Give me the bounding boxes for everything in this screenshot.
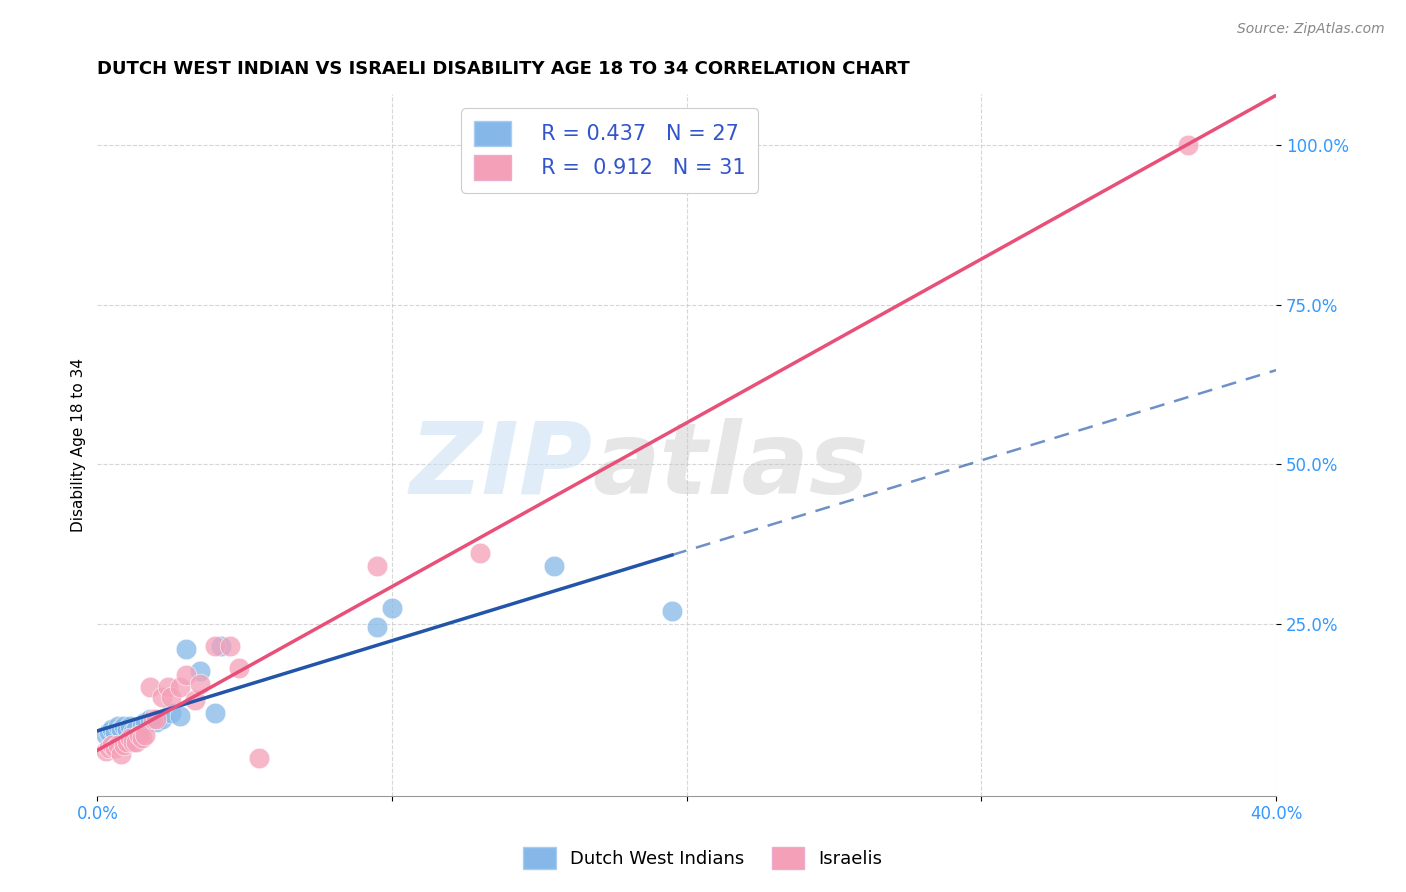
Point bbox=[145, 715, 167, 730]
Point bbox=[661, 604, 683, 618]
Point bbox=[101, 738, 124, 752]
Point bbox=[128, 728, 150, 742]
Point bbox=[139, 712, 162, 726]
Point bbox=[96, 728, 118, 742]
Point bbox=[124, 734, 146, 748]
Y-axis label: Disability Age 18 to 34: Disability Age 18 to 34 bbox=[72, 358, 86, 533]
Point bbox=[543, 559, 565, 574]
Point bbox=[121, 734, 143, 748]
Point bbox=[134, 728, 156, 742]
Point bbox=[150, 690, 173, 704]
Text: Source: ZipAtlas.com: Source: ZipAtlas.com bbox=[1237, 22, 1385, 37]
Point bbox=[131, 731, 153, 746]
Point bbox=[183, 693, 205, 707]
Point bbox=[104, 740, 127, 755]
Point bbox=[128, 728, 150, 742]
Point bbox=[134, 715, 156, 730]
Point bbox=[150, 712, 173, 726]
Point bbox=[228, 661, 250, 675]
Point bbox=[160, 706, 183, 720]
Point bbox=[366, 559, 388, 574]
Point bbox=[249, 750, 271, 764]
Point bbox=[101, 722, 124, 736]
Point bbox=[124, 722, 146, 736]
Point bbox=[115, 722, 138, 736]
Point bbox=[96, 744, 118, 758]
Point bbox=[366, 620, 388, 634]
Point bbox=[98, 725, 121, 739]
Point bbox=[112, 738, 135, 752]
Point bbox=[118, 731, 141, 746]
Point bbox=[209, 639, 232, 653]
Point bbox=[121, 725, 143, 739]
Point bbox=[157, 681, 180, 695]
Legend:   R = 0.437   N = 27,   R =  0.912   N = 31: R = 0.437 N = 27, R = 0.912 N = 31 bbox=[461, 108, 758, 193]
Text: ZIP: ZIP bbox=[409, 417, 592, 515]
Point bbox=[107, 738, 129, 752]
Point bbox=[118, 718, 141, 732]
Point bbox=[204, 639, 226, 653]
Point bbox=[104, 725, 127, 739]
Point bbox=[98, 740, 121, 755]
Point bbox=[174, 642, 197, 657]
Point bbox=[112, 718, 135, 732]
Point bbox=[139, 681, 162, 695]
Point bbox=[219, 639, 242, 653]
Legend: Dutch West Indians, Israelis: Dutch West Indians, Israelis bbox=[516, 839, 890, 876]
Point bbox=[204, 706, 226, 720]
Point bbox=[169, 709, 191, 723]
Point bbox=[160, 690, 183, 704]
Point bbox=[381, 600, 404, 615]
Point bbox=[131, 718, 153, 732]
Point bbox=[190, 665, 212, 679]
Point bbox=[107, 718, 129, 732]
Point bbox=[145, 712, 167, 726]
Text: atlas: atlas bbox=[592, 417, 869, 515]
Point bbox=[142, 712, 165, 726]
Point bbox=[110, 747, 132, 762]
Text: DUTCH WEST INDIAN VS ISRAELI DISABILITY AGE 18 TO 34 CORRELATION CHART: DUTCH WEST INDIAN VS ISRAELI DISABILITY … bbox=[97, 60, 910, 78]
Point bbox=[169, 681, 191, 695]
Point bbox=[110, 722, 132, 736]
Point bbox=[470, 546, 492, 560]
Point bbox=[174, 667, 197, 681]
Point bbox=[115, 734, 138, 748]
Point bbox=[190, 677, 212, 691]
Point bbox=[1177, 138, 1199, 153]
